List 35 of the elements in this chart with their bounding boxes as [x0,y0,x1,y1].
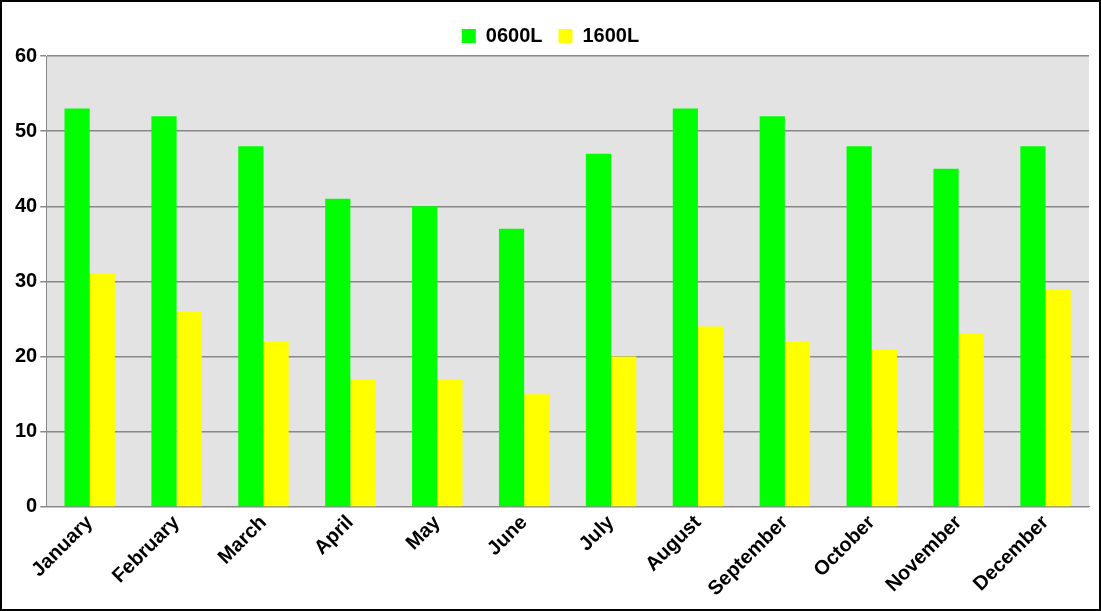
y-tick-label: 30 [15,268,38,291]
bar [64,108,90,507]
x-tick-label: July [573,509,619,555]
bar [412,206,438,507]
bar [238,146,264,507]
bar [325,198,351,507]
bar [524,394,550,507]
bar [672,108,698,507]
bar [611,356,637,507]
y-tick-label: 0 [26,494,38,517]
bar [498,228,525,507]
bar [437,379,463,507]
bar [89,273,115,507]
bar [958,334,984,507]
x-tick-label: May [400,509,445,554]
bar [176,311,202,507]
y-tick-label: 20 [15,344,38,367]
bar [759,116,785,507]
y-tick-label: 60 [15,43,38,66]
bar [151,116,177,507]
y-tick-label: 50 [15,118,38,141]
legend-label: 1600L [582,23,640,46]
bar [585,153,612,507]
bar [1020,146,1046,507]
bar [697,326,724,507]
bar [350,379,376,507]
bar [871,349,897,507]
bar [1045,288,1071,507]
y-tick-label: 40 [15,193,38,216]
bar [846,146,872,507]
bar [263,341,289,507]
y-tick-label: 10 [15,419,38,442]
bar [933,168,959,507]
bar [784,341,811,507]
legend-label: 0600L [485,23,543,46]
